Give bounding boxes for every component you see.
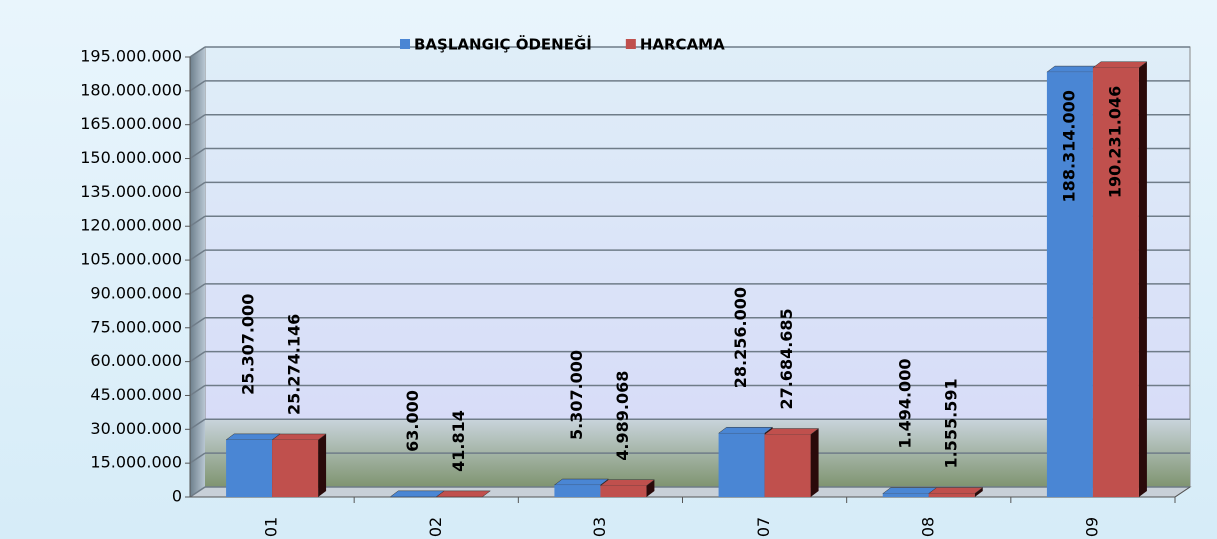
legend-label: HARCAMA xyxy=(640,36,725,54)
bar-top xyxy=(763,428,820,435)
bar-top xyxy=(928,487,984,494)
bar xyxy=(1092,67,1139,498)
value-label: 188.314.000 xyxy=(1059,90,1078,202)
bar-top xyxy=(717,426,774,434)
value-label: 190.231.046 xyxy=(1105,86,1124,198)
y-tick-label: 195.000.000 xyxy=(80,47,182,66)
y-tick-label: 90.000.000 xyxy=(90,283,182,302)
value-label: 4.989.068 xyxy=(613,371,632,461)
bar xyxy=(882,493,929,497)
value-label: 41.814 xyxy=(449,410,468,472)
y-tick-label: 135.000.000 xyxy=(80,182,182,201)
bar-top xyxy=(1092,61,1148,69)
grid-line-side xyxy=(189,486,206,498)
bar-side xyxy=(1138,61,1147,498)
value-label: 27.684.685 xyxy=(777,308,796,409)
bar-side xyxy=(318,433,327,497)
bar-top xyxy=(389,490,445,498)
y-tick-label: 0 xyxy=(172,487,182,506)
y-tick-label: 30.000.000 xyxy=(90,419,182,438)
x-tick-label: 07 xyxy=(754,517,773,537)
grid-line-side xyxy=(189,283,206,295)
value-label: 25.307.000 xyxy=(239,294,258,395)
bar xyxy=(718,433,765,497)
bar xyxy=(1046,72,1093,497)
grid-line-side xyxy=(189,350,206,363)
x-tick-label: 02 xyxy=(426,517,445,537)
bar-top xyxy=(225,433,281,441)
bar xyxy=(272,439,319,497)
y-tick-label: 105.000.000 xyxy=(80,250,182,269)
x-tick-label: 01 xyxy=(262,517,281,537)
legend-label: BAŞLANGIÇ ÖDENEĞİ xyxy=(414,35,592,54)
value-label: 28.256.000 xyxy=(731,287,750,388)
x-tick-label: 08 xyxy=(918,517,937,537)
x-tick-label: 03 xyxy=(590,517,609,537)
grid-line-side xyxy=(189,181,206,194)
bar-top xyxy=(271,433,327,441)
value-label: 63.000 xyxy=(403,390,422,452)
grid-line-side xyxy=(189,114,206,126)
y-tick-label: 120.000.000 xyxy=(80,216,182,235)
bar xyxy=(600,485,647,497)
bar-top xyxy=(435,490,491,498)
x-tick-label: 09 xyxy=(1082,517,1101,537)
bar-top xyxy=(599,479,656,486)
grid-line-side xyxy=(189,215,206,227)
bar xyxy=(226,439,273,497)
value-label: 1.494.000 xyxy=(895,359,914,449)
side-wall xyxy=(190,47,205,497)
legend-swatch xyxy=(625,39,636,49)
grid-line-side xyxy=(189,384,206,397)
bar-top xyxy=(882,487,938,494)
grid-line-side xyxy=(189,452,206,464)
y-tick-label: 165.000.000 xyxy=(80,114,182,133)
grid-line-side xyxy=(189,80,206,92)
floor xyxy=(188,486,1192,498)
bar-top xyxy=(553,478,610,486)
grid-line-side xyxy=(189,249,206,261)
grid-line-side xyxy=(189,46,206,58)
back-wall xyxy=(204,46,1191,488)
value-label: 5.307.000 xyxy=(567,350,586,440)
y-tick-label: 180.000.000 xyxy=(80,80,182,99)
grid-line-side xyxy=(189,418,206,430)
grid-line-side xyxy=(189,317,206,329)
y-tick-label: 75.000.000 xyxy=(90,317,182,336)
bar xyxy=(554,485,601,497)
legend-swatch xyxy=(400,39,410,49)
value-label: 1.555.591 xyxy=(941,378,960,468)
bar xyxy=(764,434,811,497)
value-label: 25.274.146 xyxy=(285,314,304,415)
bar xyxy=(928,493,975,497)
grid-line-side xyxy=(189,147,206,160)
y-tick-label: 45.000.000 xyxy=(90,385,182,404)
bar-side xyxy=(810,428,819,497)
bar-side xyxy=(646,479,655,497)
y-tick-label: 15.000.000 xyxy=(90,453,182,472)
y-tick-label: 150.000.000 xyxy=(80,148,182,167)
bar-side xyxy=(974,487,983,497)
x-axis-end xyxy=(1174,486,1191,498)
bar-top xyxy=(1046,65,1102,73)
y-tick-label: 60.000.000 xyxy=(90,351,182,370)
